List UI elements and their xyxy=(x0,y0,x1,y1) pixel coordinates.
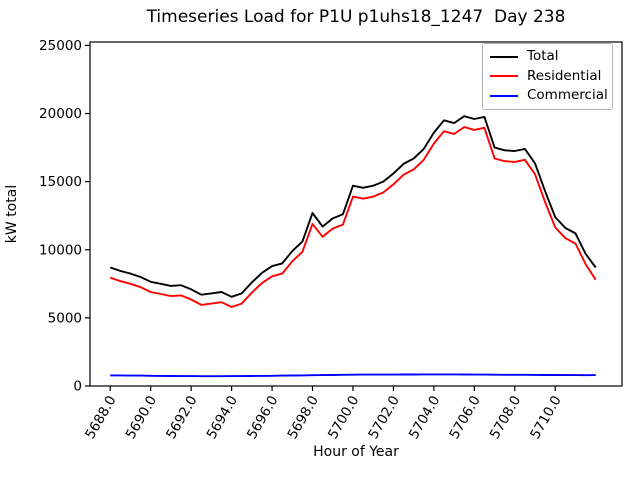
legend-label-commercial: Commercial xyxy=(527,87,608,104)
x-tick-label: 5692.0 xyxy=(163,393,200,442)
y-tick-label: 10000 xyxy=(39,242,82,258)
x-tick-label: 5688.0 xyxy=(82,393,119,442)
residential-line xyxy=(109,126,597,308)
x-tick-label: 5702.0 xyxy=(365,393,402,442)
x-tick-label: 5710.0 xyxy=(527,393,564,442)
chart-title: Timeseries Load for P1U p1uhs18_1247 Day… xyxy=(146,7,566,27)
residential-line-icon xyxy=(490,75,518,78)
x-tick-label: 5704.0 xyxy=(406,393,443,442)
axes-frame xyxy=(89,41,623,387)
y-tick-label: 20000 xyxy=(39,106,82,122)
legend-entry-total: Total xyxy=(490,50,605,64)
x-tick-label: 5698.0 xyxy=(284,393,321,442)
total-line xyxy=(109,115,597,298)
x-tick-label: 5696.0 xyxy=(244,393,281,442)
x-axis-label: Hour of Year xyxy=(313,444,399,460)
x-tick-label: 5708.0 xyxy=(487,393,524,442)
legend-label-residential: Residential xyxy=(527,67,602,84)
total-line-icon xyxy=(490,55,518,58)
commercial-line-icon xyxy=(490,95,518,98)
legend-entry-commercial: Commercial xyxy=(490,87,608,104)
x-tick-label: 5694.0 xyxy=(204,393,241,442)
legend-label-total: Total xyxy=(527,48,559,65)
y-tick-label: 0 xyxy=(73,379,82,395)
y-axis-label: kW total xyxy=(4,185,20,243)
x-tick-label: 5690.0 xyxy=(123,393,160,442)
legend: Total Residential Commercial xyxy=(482,43,613,110)
y-tick-label: 15000 xyxy=(39,174,82,190)
y-tick-label: 5000 xyxy=(48,310,82,326)
x-tick-label: 5700.0 xyxy=(325,393,362,442)
legend-entry-residential: Residential xyxy=(490,67,605,84)
y-tick-label: 25000 xyxy=(39,38,82,54)
x-tick-label: 5706.0 xyxy=(446,393,483,442)
commercial-line xyxy=(110,373,596,378)
